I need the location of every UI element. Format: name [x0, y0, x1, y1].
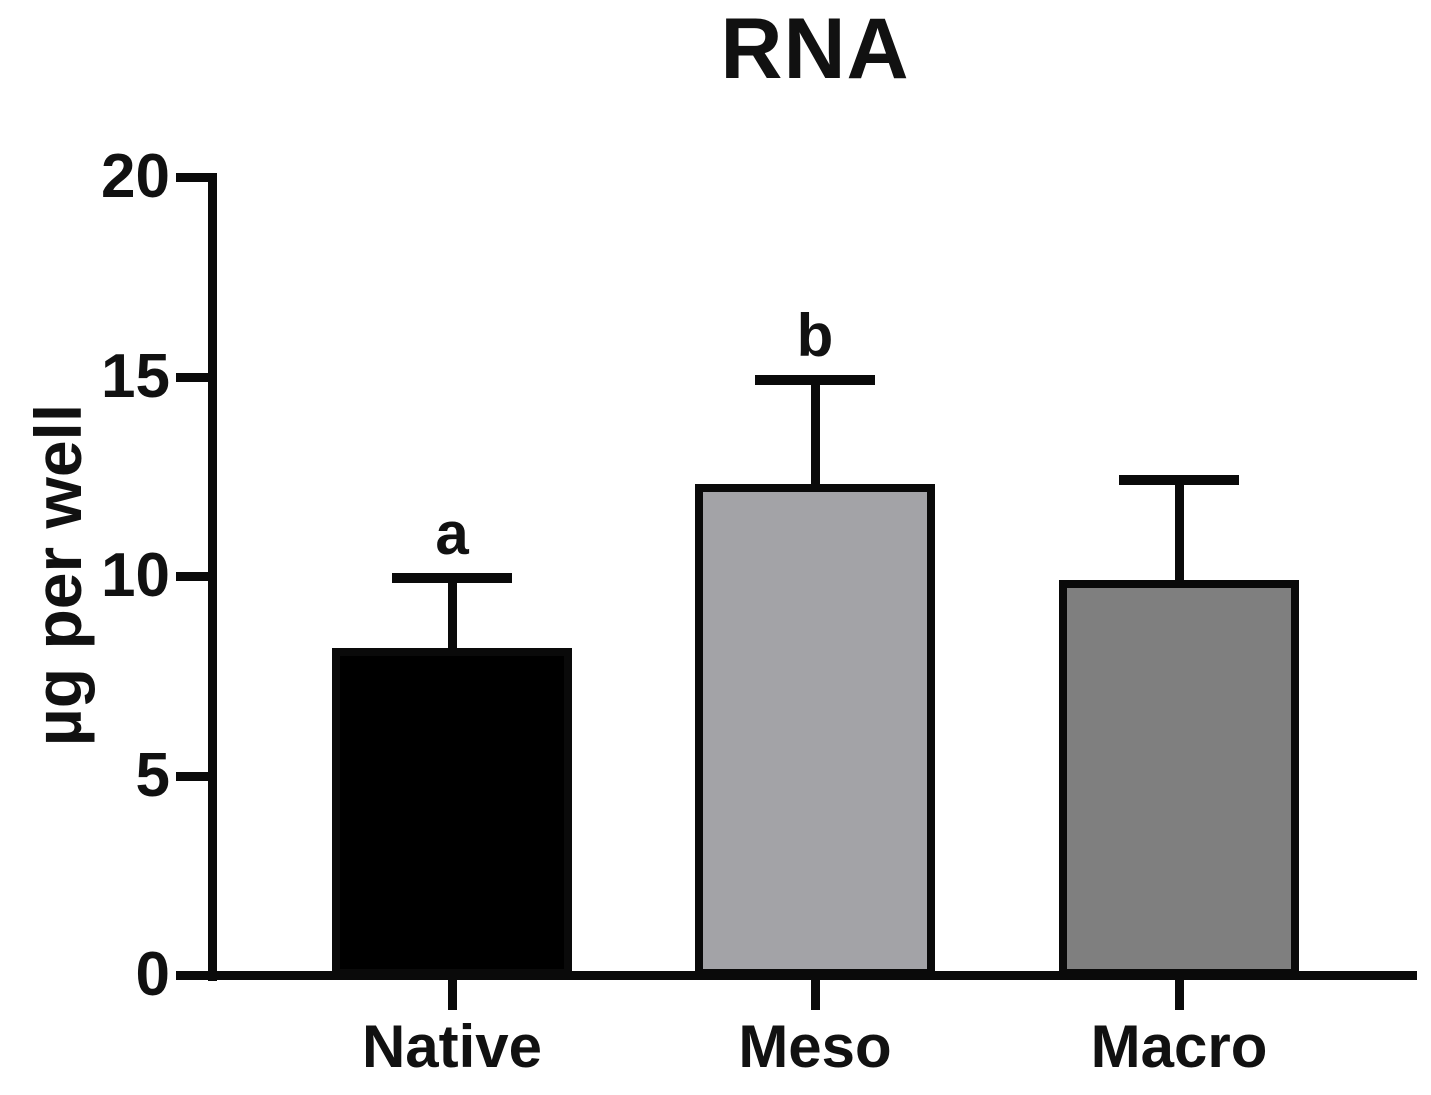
bar-native: [332, 648, 572, 977]
chart-title: RNA: [720, 1, 910, 97]
y-axis-tick-label: 5: [135, 741, 170, 810]
x-axis-category-label: Meso: [738, 1013, 892, 1080]
error-bar-stem: [1175, 480, 1184, 580]
y-axis-tick-label: 15: [101, 342, 170, 411]
y-axis-tick: [176, 572, 210, 581]
x-axis-tick: [448, 980, 457, 1010]
y-axis-tick: [176, 971, 210, 980]
x-axis-tick: [811, 980, 820, 1010]
significance-label-native: a: [435, 500, 469, 567]
y-axis-tick-label: 10: [101, 541, 170, 610]
x-axis-category-label: Macro: [1090, 1013, 1268, 1080]
error-bar-stem: [448, 578, 457, 648]
x-axis-category-label: Native: [361, 1013, 543, 1080]
error-bar-cap: [1119, 475, 1239, 485]
error-bar-cap: [755, 375, 875, 385]
y-axis-tick: [176, 772, 210, 781]
y-axis-tick-label: 0: [135, 940, 170, 1009]
x-axis-tick: [1175, 980, 1184, 1010]
significance-label-meso: b: [796, 302, 834, 369]
y-axis-line: [208, 173, 217, 981]
y-axis-tick: [176, 173, 210, 182]
y-axis-tick-label: 20: [101, 142, 170, 211]
y-axis-tick: [176, 373, 210, 382]
error-bar-cap: [392, 573, 512, 583]
error-bar-stem: [811, 380, 820, 484]
bar-meso: [695, 484, 935, 977]
bar-macro: [1059, 580, 1299, 977]
